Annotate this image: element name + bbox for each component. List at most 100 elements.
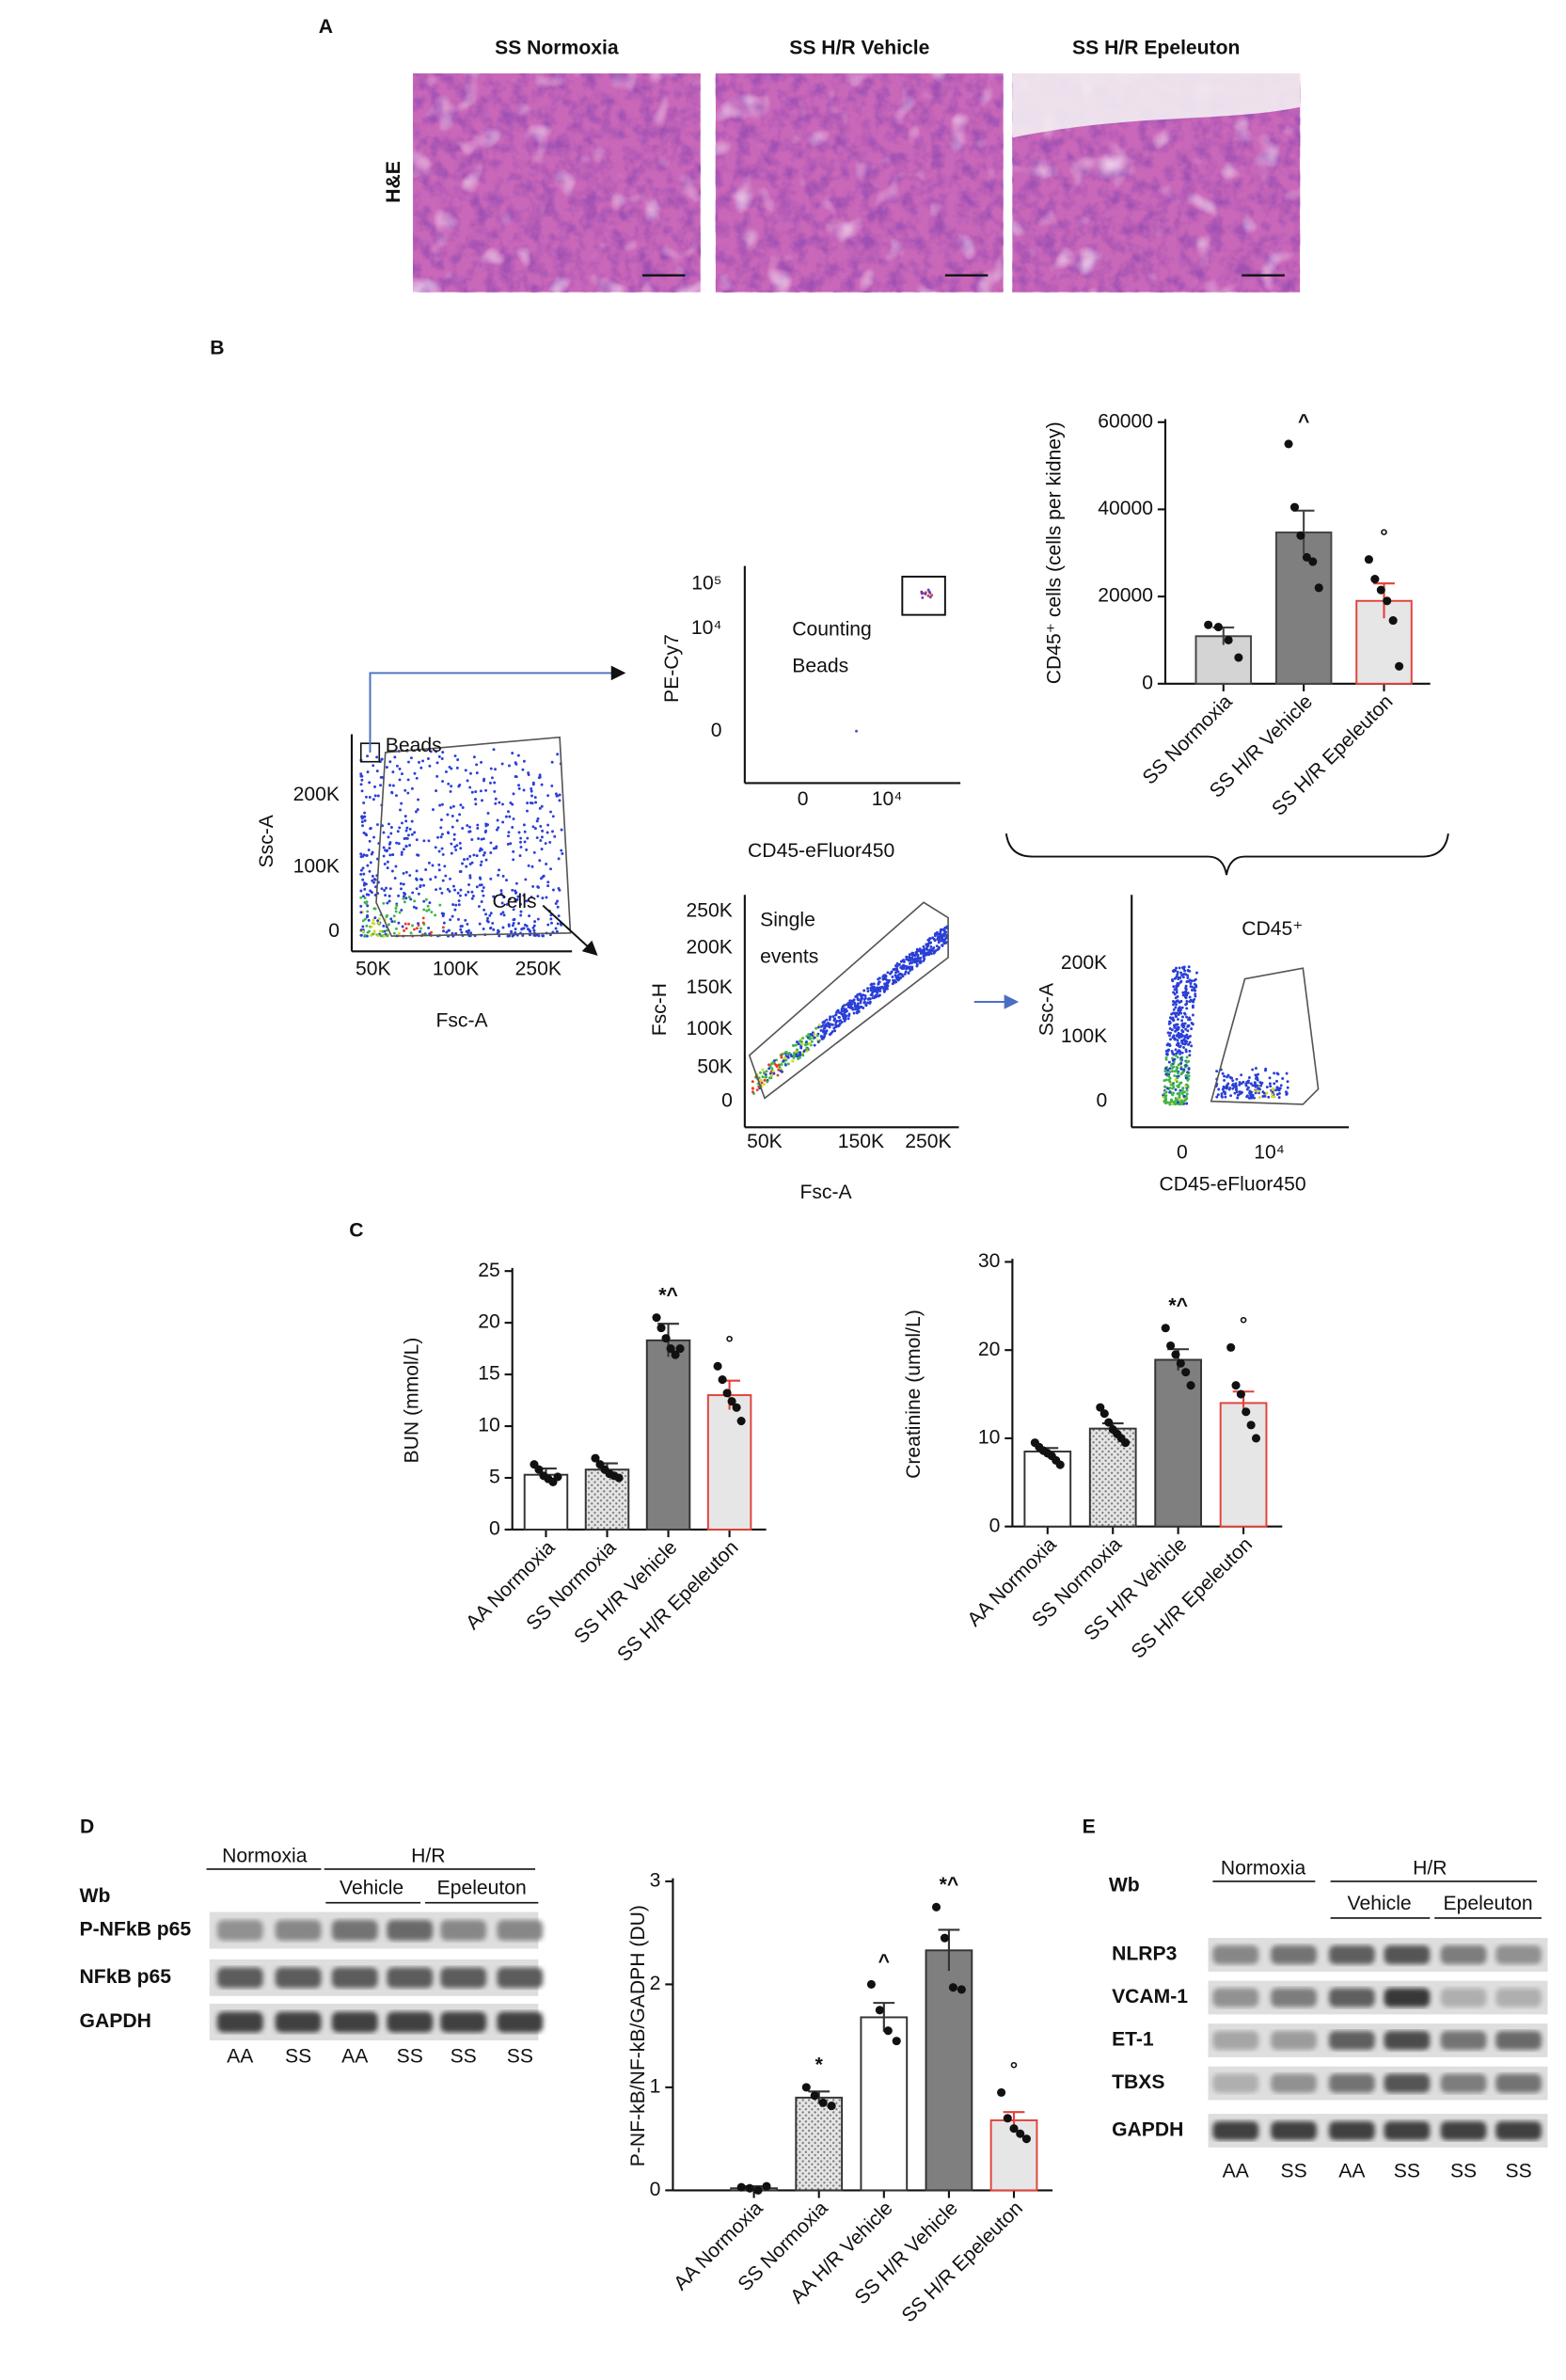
event-dot xyxy=(530,787,533,790)
event-dot xyxy=(1168,1080,1172,1084)
event-dot xyxy=(1183,1011,1186,1015)
event-dot xyxy=(439,818,443,821)
event-dot xyxy=(371,874,374,878)
event-dot xyxy=(894,967,898,971)
y-tick-label: 150K xyxy=(686,976,732,998)
event-dot xyxy=(836,1008,840,1012)
event-dot xyxy=(1178,1044,1182,1048)
event-dot xyxy=(1190,1044,1194,1048)
event-dot xyxy=(1168,1103,1172,1106)
event-dot xyxy=(799,1052,802,1055)
event-dot xyxy=(1181,976,1185,979)
event-dot xyxy=(1253,1089,1257,1093)
data-point xyxy=(883,2026,893,2036)
event-dot xyxy=(438,903,442,907)
event-dot xyxy=(497,873,500,877)
event-dot xyxy=(1215,1070,1219,1073)
blot-band xyxy=(1212,1988,1259,2007)
event-dot xyxy=(359,872,363,876)
event-dot xyxy=(478,876,482,880)
event-dot xyxy=(878,986,882,990)
event-dot xyxy=(475,771,479,775)
event-dot xyxy=(359,933,363,937)
data-point xyxy=(1246,1420,1256,1430)
event-dot xyxy=(1173,976,1177,980)
event-dot xyxy=(413,928,416,931)
event-dot xyxy=(466,922,469,926)
event-dot xyxy=(437,863,441,866)
event-dot xyxy=(834,1013,838,1016)
gate-label: Counting xyxy=(792,618,872,640)
data-point xyxy=(666,1344,675,1354)
event-dot xyxy=(1263,1094,1267,1098)
event-dot xyxy=(922,944,925,948)
event-dot xyxy=(538,859,542,863)
event-dot xyxy=(899,960,903,963)
event-dot xyxy=(461,806,465,809)
event-dot xyxy=(515,897,519,901)
data-point xyxy=(1003,2114,1012,2123)
event-dot xyxy=(511,802,514,806)
event-dot xyxy=(837,1023,840,1027)
event-dot xyxy=(363,887,367,891)
event-dot xyxy=(843,1009,846,1013)
event-dot xyxy=(761,1075,765,1079)
data-point xyxy=(1016,2129,1025,2138)
event-dot xyxy=(1235,1077,1239,1081)
event-dot xyxy=(533,920,537,924)
blot-band xyxy=(1212,1944,1259,1964)
event-dot xyxy=(554,901,558,905)
event-dot xyxy=(502,896,506,899)
event-dot xyxy=(400,852,403,856)
data-point xyxy=(671,1350,680,1359)
event-dot xyxy=(512,921,515,925)
event-dot xyxy=(360,789,364,793)
histology-title: SS H/R Epeleuton xyxy=(1072,38,1240,59)
event-dot xyxy=(383,934,387,938)
event-dot xyxy=(427,908,431,912)
event-dot xyxy=(908,953,911,957)
event-dot xyxy=(1164,1078,1168,1082)
x-tick-label: SS H/R Epeleuton xyxy=(898,2198,1027,2326)
event-dot xyxy=(546,884,550,888)
event-dot xyxy=(438,887,442,891)
data-point xyxy=(732,1403,741,1412)
event-dot xyxy=(805,1049,809,1053)
event-dot xyxy=(541,896,545,900)
event-dot xyxy=(440,912,444,915)
event-dot xyxy=(1180,1091,1184,1095)
y-tick-label: 20000 xyxy=(1098,585,1153,607)
event-dot xyxy=(531,884,535,888)
event-dot xyxy=(382,831,386,834)
event-dot xyxy=(1251,1068,1255,1071)
event-dot xyxy=(370,933,372,937)
gate xyxy=(901,576,946,616)
event-dot xyxy=(549,867,552,871)
event-dot xyxy=(512,792,515,796)
event-dot xyxy=(800,1042,804,1046)
event-dot xyxy=(783,1063,787,1067)
event-dot xyxy=(1220,1092,1224,1096)
error-bar xyxy=(808,2090,830,2104)
event-dot xyxy=(909,969,912,972)
arrow xyxy=(369,665,626,753)
event-dot xyxy=(546,881,550,884)
event-dot xyxy=(539,839,543,842)
event-dot xyxy=(507,764,511,768)
event-dot xyxy=(1189,1034,1192,1038)
event-dot xyxy=(456,891,460,895)
event-dot xyxy=(941,944,944,947)
event-dot xyxy=(1166,1042,1170,1046)
event-dot xyxy=(372,918,375,922)
event-dot xyxy=(512,817,515,821)
event-dot xyxy=(401,821,403,825)
event-dot xyxy=(1180,974,1184,977)
blot-band xyxy=(440,1920,487,1941)
event-dot xyxy=(409,897,413,901)
event-dot xyxy=(417,853,420,857)
event-dot xyxy=(449,806,452,809)
event-dot xyxy=(1278,1087,1282,1090)
event-dot xyxy=(1179,1039,1183,1042)
event-dot xyxy=(398,911,402,914)
event-dot xyxy=(1177,1041,1179,1045)
